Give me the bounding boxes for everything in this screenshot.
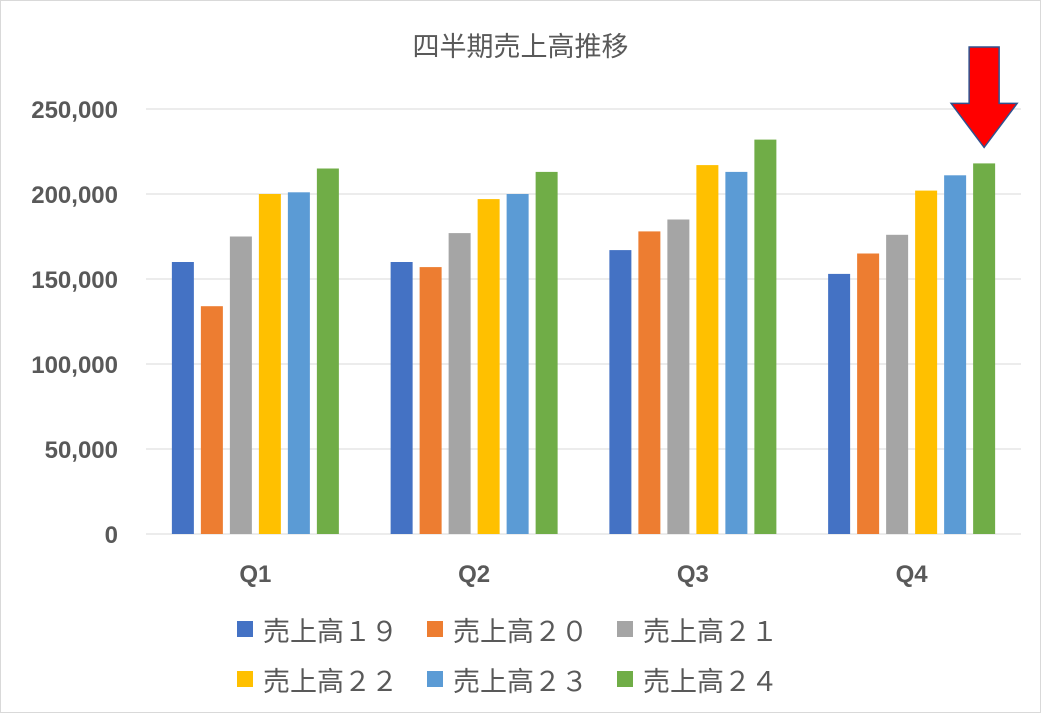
bar [390,262,413,534]
bar [754,139,777,534]
legend-swatch [237,621,253,637]
bar [973,163,996,534]
legend-label: 売上高２１ [643,616,778,648]
bar [477,199,500,534]
bar-series [171,139,996,535]
bar [506,194,529,534]
bar [696,165,719,534]
chart-title: 四半期売上高推移 [412,32,629,63]
legend-item: 売上高２１ [617,611,807,648]
legend-label: 売上高２２ [263,666,398,698]
legend-item: 売上高２２ [237,661,427,698]
bar [857,253,880,534]
bar [229,236,252,534]
bar [667,219,690,534]
bar [200,306,223,534]
bar [828,273,851,534]
y-tick-label: 0 [105,522,118,549]
legend-swatch [237,671,253,687]
bar [171,262,194,534]
x-tick-label: Q3 [677,561,709,588]
y-tick-label: 200,000 [31,182,118,209]
down-arrow-icon [949,46,1019,149]
bar [258,194,281,534]
legend-label: 売上高２０ [453,616,588,648]
y-tick-label: 100,000 [31,352,118,379]
bar [609,250,632,534]
bar [287,192,310,535]
legend-swatch [617,621,633,637]
y-tick-label: 250,000 [31,97,118,124]
bar [448,233,471,534]
legend-item: 売上高２４ [617,661,807,698]
bar [638,231,661,534]
y-axis-ticks: 0 50,000 100,000 150,000 200,000 250,000 [31,97,118,549]
annotation-layer [949,46,1019,149]
y-tick-label: 50,000 [45,437,118,464]
legend-swatch [427,621,443,637]
bar [944,175,967,535]
bar [886,234,909,535]
legend-label: 売上高２４ [643,666,778,698]
y-tick-label: 150,000 [31,267,118,294]
legend-swatch [427,671,443,687]
legend-swatch [617,671,633,687]
legend-item: 売上高１９ [237,611,427,648]
bar [535,171,558,534]
bar [725,171,748,534]
x-tick-label: Q4 [896,561,929,588]
legend: 売上高１９ 売上高２０ 売上高２１ 売上高２２ 売上高２３ 売上高２４ [237,611,837,698]
bar [915,190,938,534]
x-tick-label: Q1 [239,561,271,588]
legend-label: 売上高２３ [453,666,588,698]
legend-label: 売上高１９ [263,616,398,648]
bar [316,168,339,534]
bar [419,267,442,534]
x-axis-ticks: Q1 Q2 Q3 Q4 [239,561,928,588]
x-tick-label: Q2 [458,561,490,588]
legend-item: 売上高２３ [427,661,617,698]
legend-item: 売上高２０ [427,611,617,648]
